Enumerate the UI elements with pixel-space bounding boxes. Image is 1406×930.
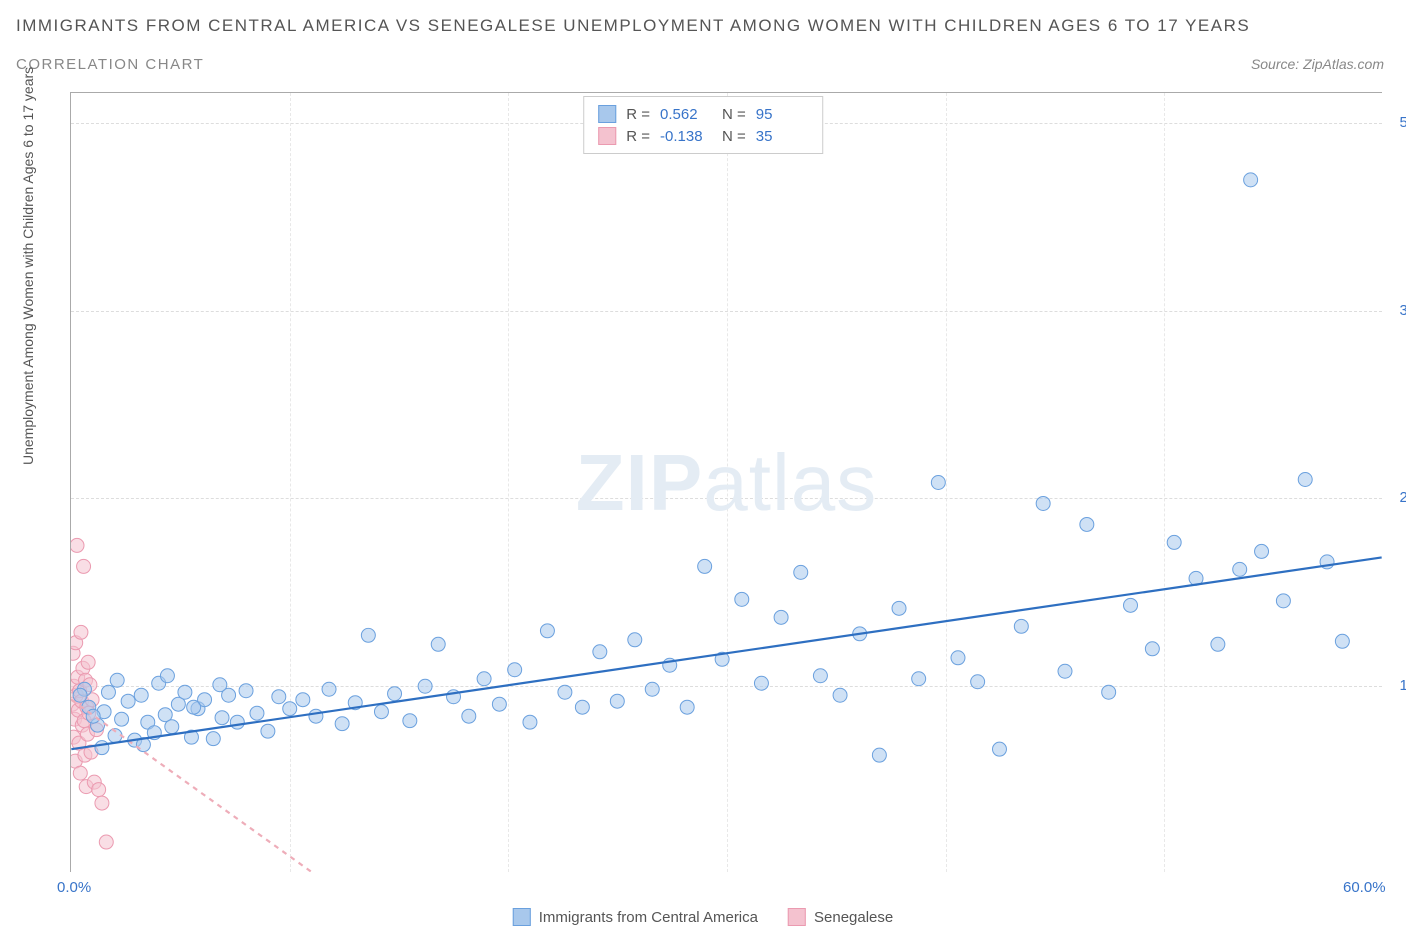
chart-subtitle: CORRELATION CHART [16,56,204,73]
legend-item-blue: Immigrants from Central America [513,908,758,926]
n-label: N = [722,128,746,145]
n-label: N = [722,106,746,123]
stats-legend: R = 0.562 N = 95 R = -0.138 N = 35 [583,96,823,154]
swatch-pink [598,127,616,145]
n-value-blue: 95 [756,106,808,123]
swatch-blue [598,105,616,123]
source-attribution: Source: ZipAtlas.com [1251,56,1384,72]
stats-row-pink: R = -0.138 N = 35 [598,125,808,147]
chart-area: ZIPatlas 12.5%25.0%37.5%50.0%0.0%60.0% [70,92,1382,872]
y-axis-label: Unemployment Among Women with Children A… [20,67,36,465]
stats-row-blue: R = 0.562 N = 95 [598,103,808,125]
swatch-pink [788,908,806,926]
bottom-legend: Immigrants from Central America Senegale… [513,908,893,926]
legend-item-pink: Senegalese [788,908,893,926]
n-value-pink: 35 [756,128,808,145]
legend-label-pink: Senegalese [814,909,893,926]
r-label: R = [626,128,650,145]
legend-label-blue: Immigrants from Central America [539,909,758,926]
chart-title: IMMIGRANTS FROM CENTRAL AMERICA VS SENEG… [16,16,1250,36]
r-value-blue: 0.562 [660,106,712,123]
r-label: R = [626,106,650,123]
swatch-blue [513,908,531,926]
scatter-plot [71,93,1382,872]
r-value-pink: -0.138 [660,128,712,145]
